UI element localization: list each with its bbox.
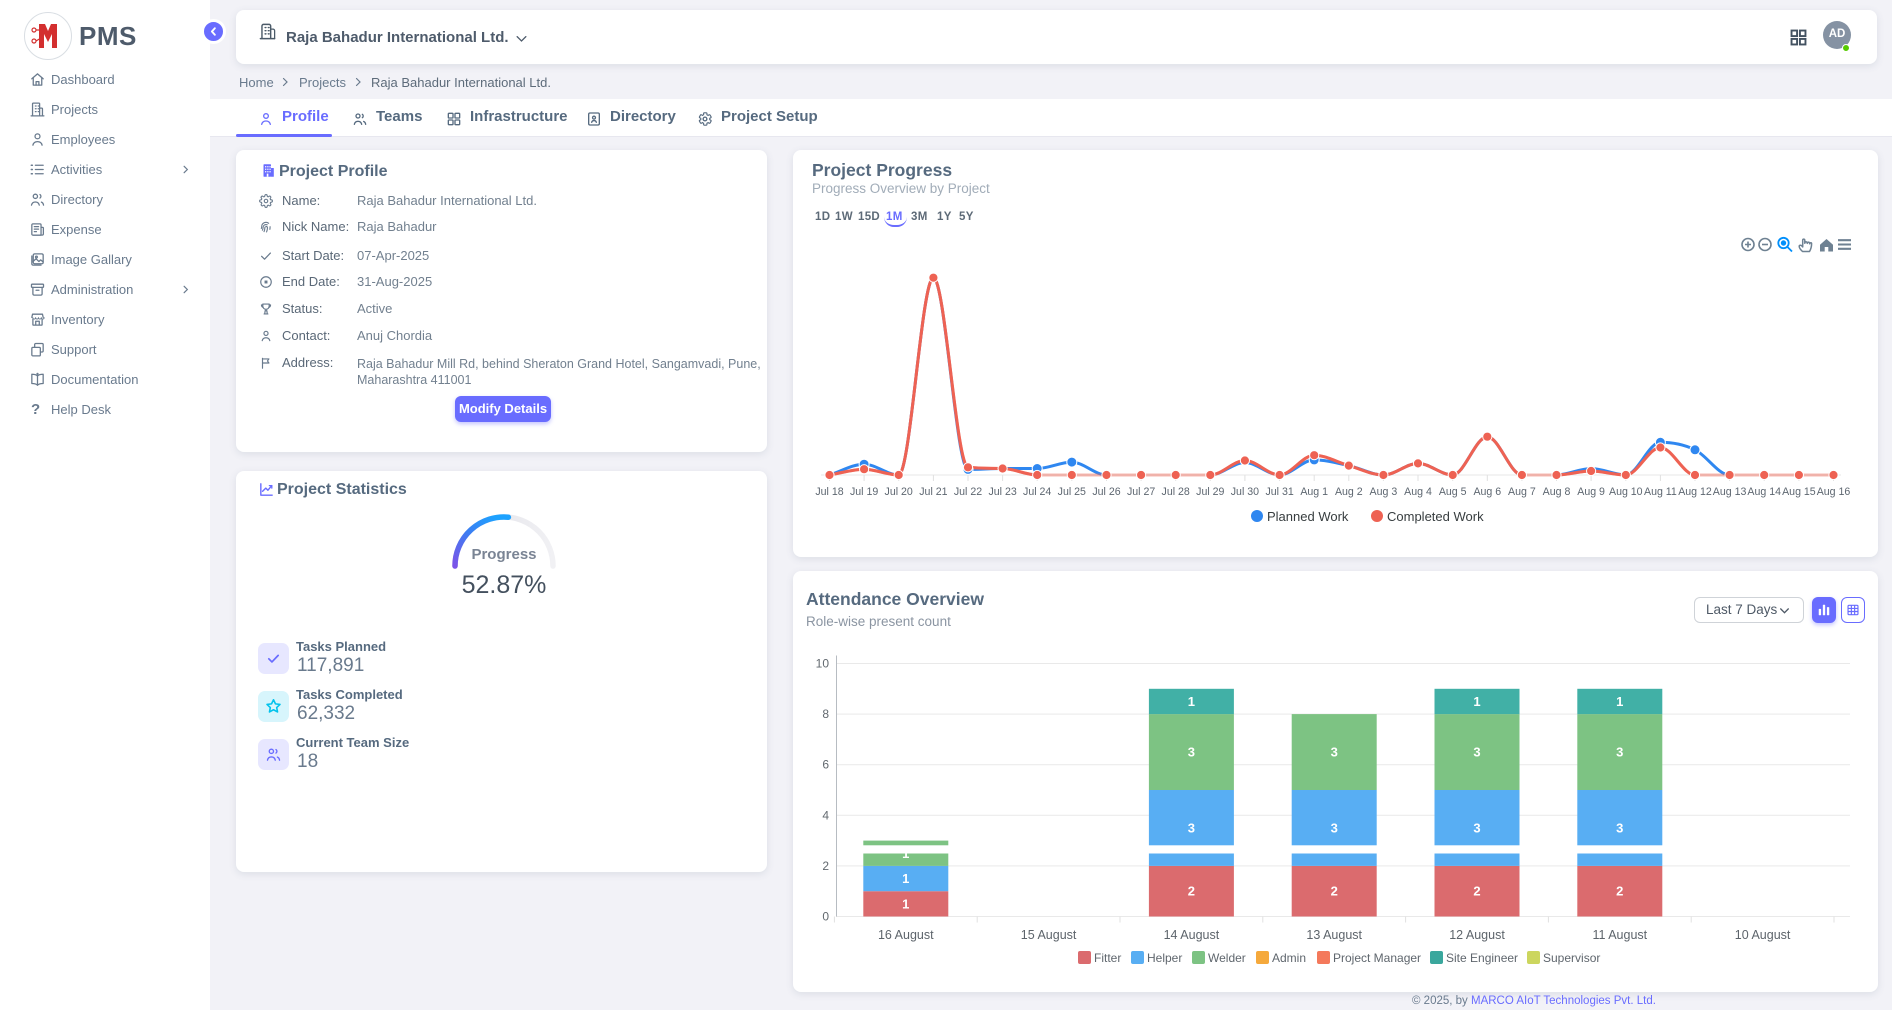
svg-text:Aug 14: Aug 14 (1747, 486, 1781, 498)
svg-text:3: 3 (1616, 820, 1623, 835)
svg-text:Aug 4: Aug 4 (1404, 486, 1432, 498)
svg-text:Jul 30: Jul 30 (1231, 486, 1259, 498)
svg-text:Jul 28: Jul 28 (1162, 486, 1190, 498)
svg-text:11 August: 11 August (1592, 928, 1647, 942)
svg-text:3: 3 (1473, 745, 1480, 760)
svg-text:13 August: 13 August (1306, 928, 1362, 942)
svg-text:Jul 18: Jul 18 (815, 486, 843, 498)
svg-text:10 August: 10 August (1735, 928, 1791, 942)
svg-text:3: 3 (1188, 745, 1195, 760)
svg-text:2: 2 (1616, 884, 1623, 899)
svg-text:Aug 13: Aug 13 (1713, 486, 1747, 498)
svg-text:Welder: Welder (1208, 951, 1246, 965)
svg-text:Jul 23: Jul 23 (988, 486, 1016, 498)
svg-text:8: 8 (822, 707, 829, 721)
svg-text:2: 2 (1188, 884, 1195, 899)
svg-text:3: 3 (1331, 820, 1338, 835)
svg-text:3: 3 (1188, 820, 1195, 835)
svg-text:Jul 26: Jul 26 (1092, 486, 1120, 498)
svg-text:1: 1 (902, 846, 909, 861)
svg-text:0: 0 (822, 910, 829, 924)
svg-text:Aug 8: Aug 8 (1543, 486, 1571, 498)
svg-text:Admin: Admin (1272, 951, 1306, 965)
svg-text:Jul 27: Jul 27 (1127, 486, 1155, 498)
svg-text:Aug 1: Aug 1 (1300, 486, 1328, 498)
svg-text:Jul 21: Jul 21 (919, 486, 947, 498)
svg-text:Jul 22: Jul 22 (954, 486, 982, 498)
svg-text:Jul 20: Jul 20 (885, 486, 913, 498)
svg-text:Aug 15: Aug 15 (1782, 486, 1816, 498)
svg-text:1: 1 (1473, 694, 1480, 709)
svg-text:Jul 24: Jul 24 (1023, 486, 1051, 498)
svg-text:2: 2 (1331, 884, 1338, 899)
svg-text:Aug 2: Aug 2 (1335, 486, 1363, 498)
svg-text:15 August: 15 August (1021, 928, 1077, 942)
svg-text:2: 2 (822, 859, 829, 873)
svg-text:Aug 16: Aug 16 (1817, 486, 1851, 498)
svg-text:Aug 9: Aug 9 (1577, 486, 1605, 498)
svg-text:16 August: 16 August (878, 928, 934, 942)
svg-text:4: 4 (822, 808, 829, 822)
svg-text:14 August: 14 August (1164, 928, 1220, 942)
svg-text:Fitter: Fitter (1094, 951, 1121, 965)
svg-text:Supervisor: Supervisor (1543, 951, 1600, 965)
svg-text:3: 3 (1331, 745, 1338, 760)
svg-text:12 August: 12 August (1449, 928, 1505, 942)
svg-text:Jul 31: Jul 31 (1265, 486, 1293, 498)
svg-text:Jul 29: Jul 29 (1196, 486, 1224, 498)
svg-text:3: 3 (1616, 745, 1623, 760)
svg-text:6: 6 (822, 758, 829, 772)
svg-text:Site Engineer: Site Engineer (1446, 951, 1518, 965)
svg-text:Aug 5: Aug 5 (1439, 486, 1467, 498)
svg-text:2: 2 (1473, 884, 1480, 899)
svg-text:Jul 19: Jul 19 (850, 486, 878, 498)
svg-text:Helper: Helper (1147, 951, 1182, 965)
svg-text:Aug 6: Aug 6 (1473, 486, 1501, 498)
svg-text:3: 3 (1473, 820, 1480, 835)
svg-text:1: 1 (1616, 694, 1623, 709)
svg-text:1: 1 (902, 871, 909, 886)
svg-text:Aug 7: Aug 7 (1508, 486, 1536, 498)
svg-text:Jul 25: Jul 25 (1058, 486, 1086, 498)
svg-text:Project Manager: Project Manager (1333, 951, 1421, 965)
svg-text:Aug 3: Aug 3 (1370, 486, 1398, 498)
svg-text:Aug 11: Aug 11 (1644, 486, 1677, 498)
svg-text:1: 1 (1188, 694, 1195, 709)
svg-text:Aug 10: Aug 10 (1609, 486, 1643, 498)
svg-text:1: 1 (902, 896, 909, 911)
svg-text:10: 10 (816, 657, 830, 671)
svg-text:Aug 12: Aug 12 (1678, 486, 1712, 498)
